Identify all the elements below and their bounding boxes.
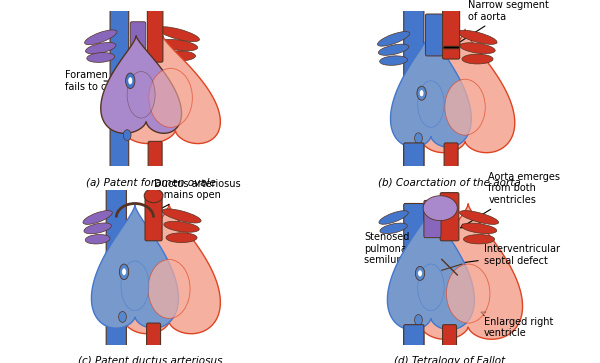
Ellipse shape (460, 43, 495, 54)
FancyBboxPatch shape (444, 143, 458, 176)
FancyBboxPatch shape (404, 143, 424, 176)
Text: Interventricular
septal defect: Interventricular septal defect (457, 244, 560, 266)
Ellipse shape (83, 211, 112, 224)
Ellipse shape (166, 233, 197, 242)
Text: Stenosed
pulmonary
semilunar valve: Stenosed pulmonary semilunar valve (364, 232, 442, 265)
Ellipse shape (125, 73, 135, 89)
Ellipse shape (148, 260, 190, 318)
Text: (d) Tetralogy of Fallot: (d) Tetralogy of Fallot (394, 356, 505, 363)
Polygon shape (391, 30, 471, 147)
Ellipse shape (418, 270, 422, 277)
Ellipse shape (119, 311, 127, 322)
Text: Aorta emerges
from both
ventricles: Aorta emerges from both ventricles (461, 172, 560, 228)
FancyBboxPatch shape (148, 141, 162, 176)
Text: Narrow segment
of aorta: Narrow segment of aorta (456, 0, 549, 44)
Ellipse shape (379, 44, 409, 55)
Ellipse shape (417, 86, 426, 100)
Ellipse shape (119, 264, 129, 280)
Polygon shape (388, 207, 475, 330)
FancyBboxPatch shape (130, 22, 146, 62)
FancyBboxPatch shape (424, 200, 441, 238)
Text: (c) Patent ductus arteriosus: (c) Patent ductus arteriosus (78, 356, 223, 363)
Ellipse shape (123, 130, 131, 140)
Ellipse shape (445, 79, 485, 135)
FancyBboxPatch shape (443, 9, 460, 59)
Ellipse shape (458, 30, 497, 44)
Ellipse shape (415, 133, 422, 144)
Ellipse shape (128, 77, 133, 85)
Ellipse shape (462, 54, 493, 64)
Polygon shape (101, 36, 182, 133)
Text: Foramen ovale
fails to close: Foramen ovale fails to close (65, 70, 137, 91)
Text: Enlarged right
ventricle: Enlarged right ventricle (481, 312, 553, 338)
Text: (a) Patent foramen ovale: (a) Patent foramen ovale (86, 177, 215, 187)
Ellipse shape (157, 27, 199, 42)
Ellipse shape (377, 32, 410, 46)
Polygon shape (91, 205, 178, 328)
FancyBboxPatch shape (440, 193, 459, 241)
Ellipse shape (159, 39, 197, 51)
Polygon shape (118, 36, 220, 144)
Ellipse shape (379, 211, 408, 224)
Ellipse shape (86, 42, 116, 54)
Ellipse shape (122, 268, 127, 276)
Ellipse shape (144, 189, 163, 203)
FancyBboxPatch shape (443, 325, 457, 354)
Ellipse shape (164, 221, 199, 232)
Polygon shape (414, 204, 523, 339)
Ellipse shape (446, 264, 490, 323)
Ellipse shape (418, 264, 444, 311)
Ellipse shape (85, 234, 110, 244)
Polygon shape (118, 204, 220, 334)
Ellipse shape (380, 223, 407, 234)
Ellipse shape (87, 53, 115, 62)
Ellipse shape (85, 30, 117, 45)
Text: (b) Coarctation of the aorta: (b) Coarctation of the aorta (378, 177, 521, 187)
Ellipse shape (419, 90, 424, 97)
FancyBboxPatch shape (145, 196, 162, 241)
FancyBboxPatch shape (110, 6, 129, 176)
FancyBboxPatch shape (425, 14, 443, 56)
FancyBboxPatch shape (404, 6, 424, 176)
Ellipse shape (415, 315, 422, 326)
Ellipse shape (162, 209, 201, 223)
Ellipse shape (161, 51, 196, 61)
Text: Ductus arteriosus
remains open: Ductus arteriosus remains open (148, 179, 240, 216)
Ellipse shape (464, 234, 494, 244)
Ellipse shape (461, 223, 497, 234)
Ellipse shape (415, 266, 425, 280)
FancyBboxPatch shape (106, 185, 127, 354)
Ellipse shape (84, 223, 112, 234)
Ellipse shape (380, 56, 407, 65)
Ellipse shape (149, 68, 193, 127)
FancyBboxPatch shape (404, 325, 424, 354)
Ellipse shape (423, 196, 457, 221)
FancyBboxPatch shape (148, 9, 163, 62)
FancyBboxPatch shape (146, 323, 161, 354)
Ellipse shape (418, 81, 444, 127)
Ellipse shape (127, 72, 155, 118)
Polygon shape (415, 29, 515, 153)
Ellipse shape (460, 211, 499, 224)
FancyBboxPatch shape (404, 204, 424, 354)
Ellipse shape (121, 261, 149, 311)
